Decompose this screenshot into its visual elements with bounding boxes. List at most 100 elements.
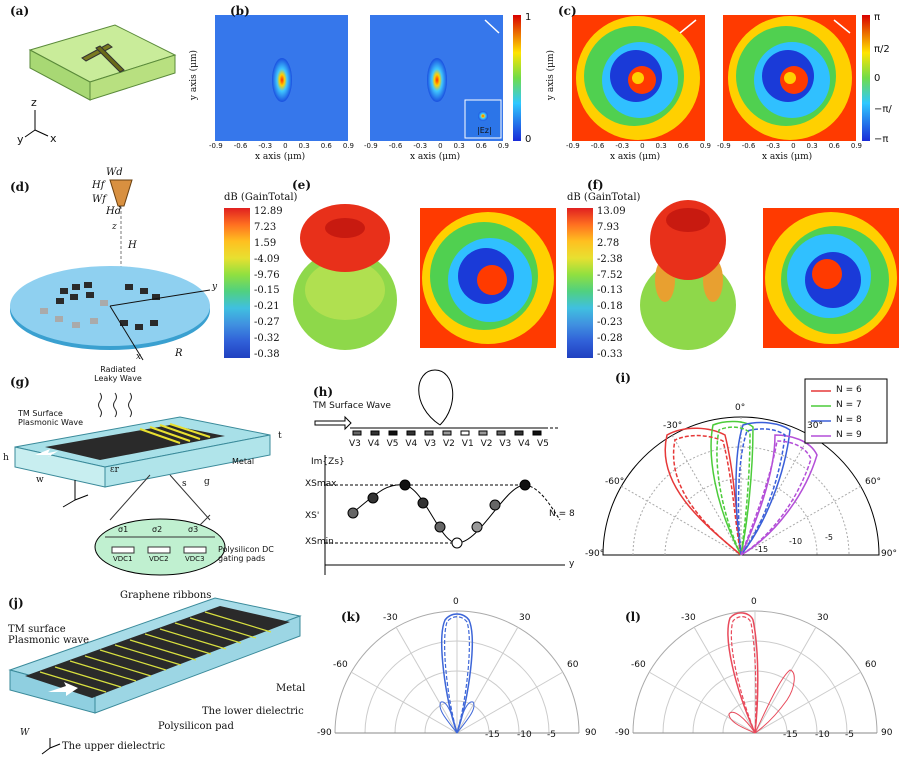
b-xticks-right: -0.9 -0.6 -0.3 0 0.3 0.6 0.9 — [364, 142, 509, 150]
tick: -0.9 — [566, 142, 580, 150]
k-angle-60: 60 — [567, 660, 579, 670]
l-ring-15: -15 — [783, 730, 798, 740]
j-ribbons-label: Graphene ribbons — [120, 590, 212, 601]
dim-wf: Wf — [92, 194, 106, 205]
tick: 0.9 — [699, 142, 711, 150]
axis-z-label: z — [31, 96, 37, 109]
voltage: V3 — [349, 439, 361, 449]
b-xlabel-right: x axis (μm) — [410, 152, 461, 162]
legend-value: 12.89 — [254, 206, 283, 217]
legend-value: -0.15 — [254, 285, 280, 297]
l-angle-0: 0 — [751, 597, 757, 607]
cbar-zero: 0 — [874, 73, 881, 84]
dim-wd: Wd — [106, 167, 123, 178]
i-angle-30: 30° — [807, 421, 823, 431]
panel-f: (f) dB (GainTotal) 13.09 7.93 2.78 -2.38 -7.… — [565, 170, 900, 365]
j-tm-label: TM surface Plasmonic wave — [8, 624, 90, 646]
l-angle-90: 90 — [881, 728, 893, 738]
voltage: V1 — [461, 439, 474, 449]
panel-i-label: (i) — [615, 371, 631, 385]
h-voltages: V3 V4 V5 V4 V3 V2 V1 V2 V3 V4 V5 — [349, 439, 549, 449]
k-ring-15: -15 — [485, 730, 500, 740]
panel-b: (b) 1 0 |Ez| — [189, 0, 550, 170]
legend-value: -9.76 — [254, 269, 280, 281]
i-angle-neg90: -90° — [585, 549, 605, 559]
panel-g: (g) Radiated Leaky Wave TM Surface Plasm… — [0, 365, 300, 585]
tick: 0.9 — [850, 142, 862, 150]
l-angle-neg60: -60 — [631, 660, 646, 670]
dim-r: R — [175, 348, 183, 359]
g-dim-h: h — [3, 453, 9, 463]
k-angle-90: 90 — [585, 728, 597, 738]
tick: 0.6 — [828, 142, 840, 150]
g-dim-g: g — [204, 477, 210, 487]
i-legend-n6: N = 6 — [836, 385, 862, 395]
l-angle-30: 30 — [817, 613, 829, 623]
g-dim-w: w — [36, 475, 44, 485]
j-w-label: W — [20, 728, 30, 738]
panel-h: (h) TM Surface Wave V3 V4 V5 V4 V3 V2 V1 V2 V3 — [305, 365, 585, 585]
tick: 0 — [438, 142, 443, 150]
i-polar-chart — [602, 378, 888, 556]
tick: 0.9 — [342, 142, 354, 150]
tick: 0.3 — [655, 142, 667, 150]
k-angle-neg60: -60 — [333, 660, 348, 670]
h-ylabel: Im{Zs} — [311, 457, 345, 467]
h-n-label: N = 8 — [549, 509, 575, 519]
b-ylabel: y axis (μm) — [189, 49, 200, 101]
g-vdc3: VDC3 — [185, 555, 205, 563]
legend-value: 13.09 — [597, 206, 626, 217]
cbar-negpi: −π — [874, 134, 889, 145]
legend-value: -0.33 — [597, 348, 623, 360]
l-ring-5: -5 — [845, 730, 854, 740]
tick: -0.3 — [258, 142, 273, 150]
voltage: V4 — [518, 439, 531, 449]
k-angle-neg90: -90 — [317, 728, 332, 738]
legend-value: 1.59 — [254, 237, 277, 249]
g-tm-label: TM Surface Plasmonic Wave — [18, 409, 83, 427]
tick: 0.3 — [806, 142, 818, 150]
l-angle-neg30: -30 — [681, 613, 696, 623]
dim-hd: Hd — [106, 206, 122, 217]
tick: 0.6 — [475, 142, 487, 150]
c-xticks-right: -0.9 -0.6 -0.3 0 0.3 0.6 0.9 — [717, 142, 862, 150]
legend-value: -0.23 — [597, 317, 623, 329]
j-pad-label: Polysilicon pad — [158, 721, 234, 732]
i-angle-0: 0° — [735, 403, 746, 413]
panel-a-label: (a) — [10, 4, 30, 18]
f-legend-title: dB (GainTotal) — [567, 192, 641, 203]
voltage: V4 — [367, 439, 380, 449]
tick: -0.9 — [717, 142, 731, 150]
tick: 0 — [283, 142, 288, 150]
panel-k: (k) 0 30 60 90 -30 -60 -90 -15 -10 -5 — [305, 588, 605, 761]
cbar-bottom: 0 — [525, 134, 532, 145]
f-legend-values: 13.09 7.93 2.78 -2.38 -7.52 -0.13 -0.18 -0.23 -0… — [597, 206, 626, 360]
tick: 0.3 — [453, 142, 465, 150]
d-axis-y: y — [212, 282, 218, 292]
k-angle-neg30: -30 — [383, 613, 398, 623]
voltage: V3 — [499, 439, 512, 449]
c-ylabel: y axis (μm) — [546, 49, 557, 101]
tick: -0.6 — [590, 142, 605, 150]
legend-value: -0.28 — [597, 333, 623, 344]
panel-c-label: (c) — [558, 4, 577, 18]
tick: 0 — [640, 142, 645, 150]
j-upper-label: The upper dielectric — [62, 741, 166, 752]
i-angle-60: 60° — [865, 477, 881, 487]
i-angle-neg60: -60° — [605, 477, 625, 487]
tick: -0.3 — [615, 142, 630, 150]
panel-l: (l) 0 30 60 90 -30 -60 -90 -15 -10 -5 — [605, 588, 900, 761]
h-xs: XS' — [305, 511, 320, 521]
panel-j: (j) Graphene ribbons TM surface Plasmoni… — [0, 588, 305, 761]
legend-value: -0.21 — [254, 301, 280, 313]
field-maps-b — [215, 15, 521, 141]
panel-f-label: (f) — [587, 178, 604, 192]
i-ring-5: -5 — [825, 533, 833, 542]
e-legend-values: 12.89 7.23 1.59 -4.09 -9.76 -0.15 -0.21 -0.27 -0… — [254, 206, 283, 360]
dim-h: H — [128, 240, 137, 251]
i-legend-n8: N = 8 — [836, 415, 862, 425]
legend-value: -0.38 — [254, 348, 280, 360]
i-legend-n9: N = 9 — [836, 430, 862, 440]
i-angle-neg30: -30° — [663, 421, 683, 431]
l-polar-chart — [632, 610, 878, 734]
